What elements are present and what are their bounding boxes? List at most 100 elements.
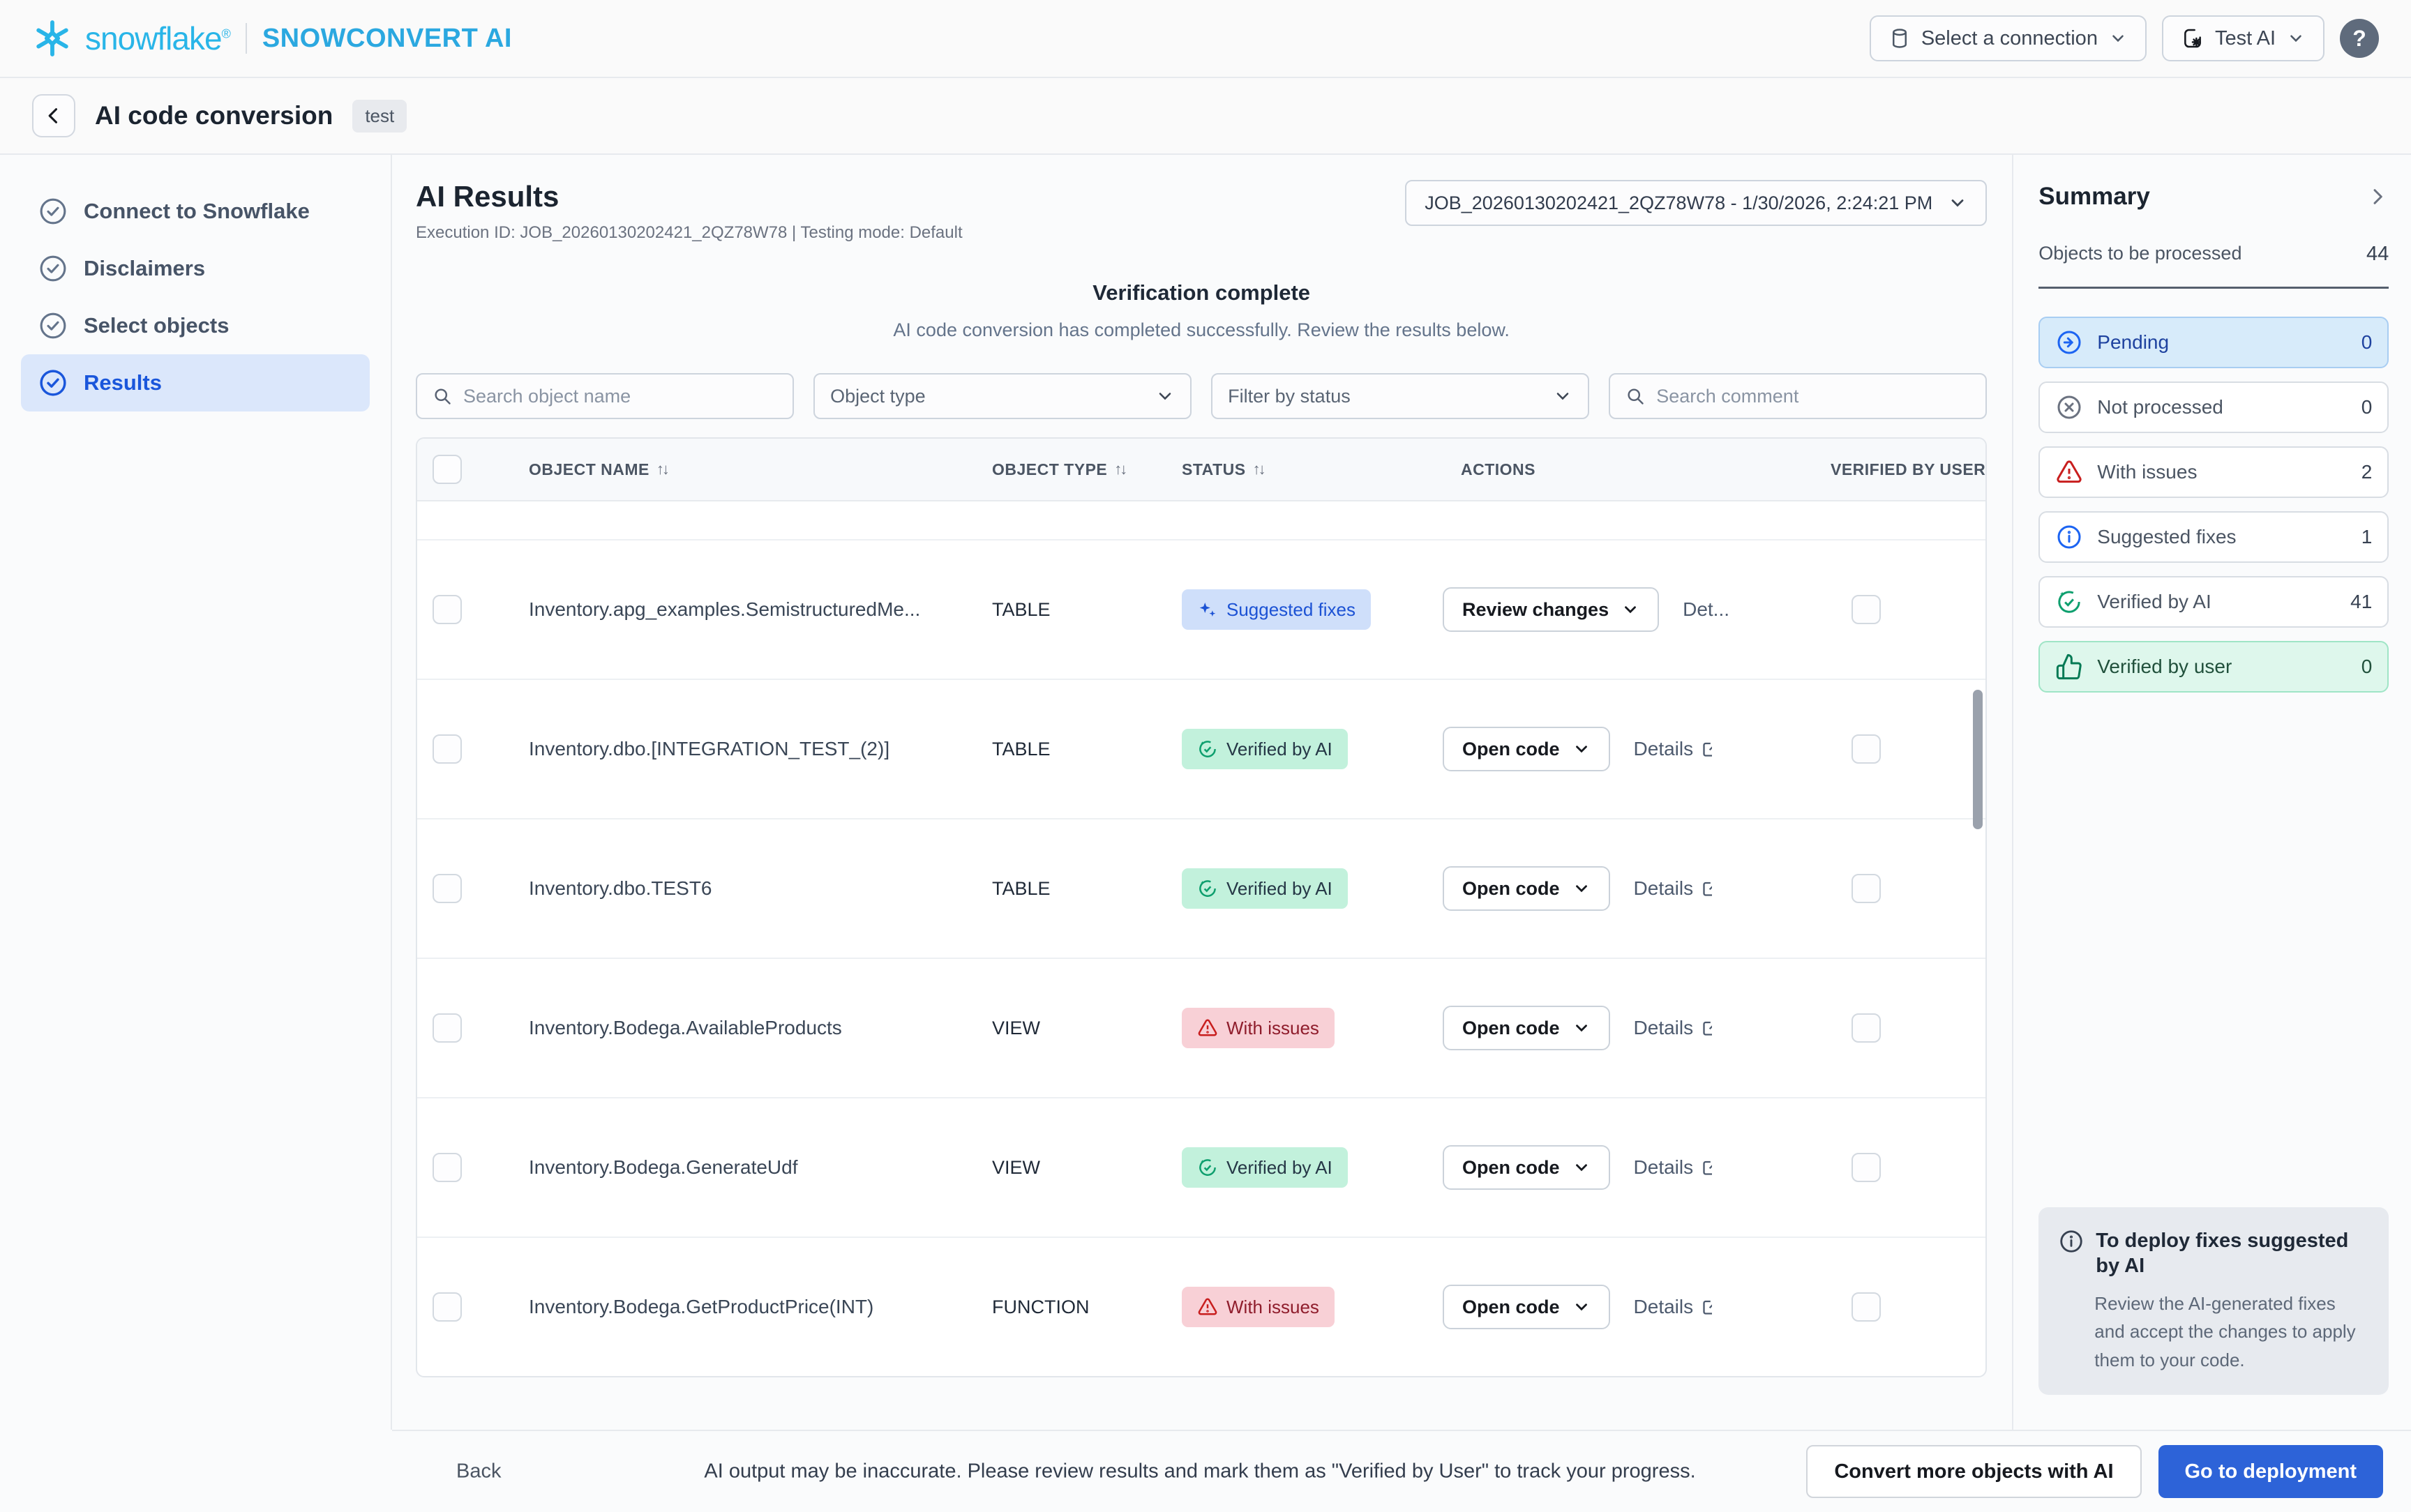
search-comment-input[interactable] xyxy=(1656,385,1971,407)
table-row: Inventory.Bodega.GenerateUdf VIEW Verifi… xyxy=(417,1098,1986,1238)
search-object-field[interactable] xyxy=(416,373,795,419)
table-header-row: OBJECT NAME ↑↓ OBJECT TYPE ↑↓ STATUS ↑↓ ACT… xyxy=(417,439,1986,501)
object-type: TABLE xyxy=(992,877,1051,899)
open-code-button[interactable]: Open code xyxy=(1443,727,1610,771)
row-checkbox[interactable] xyxy=(433,1013,462,1043)
info-box-body: Review the AI-generated fixes and accept… xyxy=(2094,1293,2356,1370)
sort-icon[interactable]: ↑↓ xyxy=(1114,460,1127,478)
sidebar-item-select-objects[interactable]: Select objects xyxy=(21,297,370,354)
details-link[interactable]: Det... xyxy=(1683,598,1730,620)
verified-check-icon xyxy=(2055,588,2083,616)
product-name: SNOWCONVERT AI xyxy=(262,23,512,53)
snowflake-logo-icon xyxy=(32,18,73,59)
sidebar-item-results[interactable]: Results xyxy=(21,354,370,411)
results-title: AI Results xyxy=(416,180,559,213)
column-header-object-type[interactable]: OBJECT TYPE ↑↓ xyxy=(992,460,1127,478)
select-connection-button[interactable]: Select a connection xyxy=(1869,15,2147,61)
app-header: snowflake® SNOWCONVERT AI Select a conne… xyxy=(0,0,2411,78)
row-checkbox[interactable] xyxy=(433,1153,462,1182)
page-title-bar: AI code conversion test xyxy=(0,78,2411,155)
summary-status-not-processed[interactable]: Not processed 0 xyxy=(2038,381,2389,433)
page-title: AI code conversion xyxy=(95,101,333,130)
verification-subheading: AI code conversion has completed success… xyxy=(893,319,1510,340)
object-name: Inventory.Bodega.AvailableProducts xyxy=(529,1017,842,1038)
search-object-input[interactable] xyxy=(463,385,778,407)
row-checkbox[interactable] xyxy=(433,734,462,764)
summary-status-suggested-fixes[interactable]: Suggested fixes 1 xyxy=(2038,511,2389,563)
verified-check-icon xyxy=(1197,739,1218,759)
chevron-down-icon xyxy=(1155,386,1175,406)
object-type: VIEW xyxy=(992,1156,1041,1178)
project-badge: test xyxy=(352,99,407,133)
column-header-object-name[interactable]: OBJECT NAME ↑↓ xyxy=(529,460,670,478)
test-ai-button[interactable]: Test AI xyxy=(2161,15,2324,61)
sidebar-item-connect[interactable]: Connect to Snowflake xyxy=(21,183,370,240)
verified-by-user-checkbox[interactable] xyxy=(1852,595,1881,624)
object-type: TABLE xyxy=(992,598,1051,620)
verified-by-user-checkbox[interactable] xyxy=(1852,1153,1881,1182)
row-checkbox[interactable] xyxy=(433,1292,462,1322)
status-badge: Verified by AI xyxy=(1182,1147,1348,1188)
sort-icon[interactable]: ↑↓ xyxy=(656,460,670,478)
column-header-verified-by-user: VERIFIED BY USER xyxy=(1831,460,1986,478)
row-checkbox[interactable] xyxy=(433,595,462,624)
go-to-deployment-button[interactable]: Go to deployment xyxy=(2158,1445,2383,1498)
verified-by-user-checkbox[interactable] xyxy=(1852,734,1881,764)
convert-more-objects-button[interactable]: Convert more objects with AI xyxy=(1806,1445,2142,1498)
object-type-dropdown[interactable]: Object type xyxy=(813,373,1192,419)
job-selector-dropdown[interactable]: JOB_20260130202421_2QZ78W78 - 1/30/2026,… xyxy=(1405,180,1988,226)
summary-status-verified-by-ai[interactable]: Verified by AI 41 xyxy=(2038,576,2389,628)
external-link-icon xyxy=(1702,1296,1713,1317)
sort-icon[interactable]: ↑↓ xyxy=(1252,460,1266,478)
verified-by-user-checkbox[interactable] xyxy=(1852,874,1881,903)
status-filter-dropdown[interactable]: Filter by status xyxy=(1211,373,1590,419)
object-name: Inventory.apg_examples.SemistructuredMe.… xyxy=(529,598,921,620)
status-badge: Suggested fixes xyxy=(1182,589,1372,630)
table-row: Inventory.dbo.TEST6 TABLE Verified by AI… xyxy=(417,819,1986,959)
back-button[interactable] xyxy=(32,94,75,137)
summary-status-verified-by-user[interactable]: Verified by user 0 xyxy=(2038,641,2389,693)
details-link[interactable]: Details xyxy=(1634,1156,1713,1179)
summary-status-pending[interactable]: Pending 0 xyxy=(2038,317,2389,368)
table-scrollbar[interactable] xyxy=(1973,690,1983,829)
info-box-title: To deploy fixes suggested by AI xyxy=(2096,1229,2349,1277)
chevron-left-icon xyxy=(44,106,63,126)
verified-by-user-checkbox[interactable] xyxy=(1852,1013,1881,1043)
column-header-actions: ACTIONS xyxy=(1461,460,1535,478)
details-link[interactable]: Details xyxy=(1634,738,1713,760)
footer-notice: AI output may be inaccurate. Please revi… xyxy=(704,1460,1696,1483)
verification-heading: Verification complete xyxy=(1092,280,1311,305)
open-code-button[interactable]: Open code xyxy=(1443,1006,1610,1050)
results-table: OBJECT NAME ↑↓ OBJECT TYPE ↑↓ STATUS ↑↓ ACT… xyxy=(416,437,1988,1377)
open-code-button[interactable]: Open code xyxy=(1443,866,1610,911)
chevron-right-icon[interactable] xyxy=(2366,186,2389,208)
row-checkbox[interactable] xyxy=(433,874,462,903)
chevron-down-icon xyxy=(2287,29,2305,47)
objects-to-process-row: Objects to be processed 44 xyxy=(2038,243,2389,265)
column-header-status[interactable]: STATUS ↑↓ xyxy=(1182,460,1266,478)
details-link[interactable]: Details xyxy=(1634,1296,1713,1318)
review-changes-button[interactable]: Review changes xyxy=(1443,587,1660,632)
open-code-button[interactable]: Open code xyxy=(1443,1145,1610,1190)
object-type: TABLE xyxy=(992,738,1051,759)
summary-divider xyxy=(2038,287,2389,289)
details-link[interactable]: Details xyxy=(1634,1017,1713,1039)
arrow-right-circle-icon xyxy=(2055,328,2083,356)
brand-wordmark: snowflake® xyxy=(85,20,231,56)
check-circle-icon xyxy=(38,368,68,398)
external-link-icon xyxy=(1702,1018,1713,1038)
details-link[interactable]: Details xyxy=(1634,877,1713,900)
open-code-button[interactable]: Open code xyxy=(1443,1285,1610,1329)
results-panel: AI Results Execution ID: JOB_20260130202… xyxy=(392,155,2012,1430)
select-all-checkbox[interactable] xyxy=(433,455,462,484)
check-circle-icon xyxy=(38,253,68,284)
status-badge: Verified by AI xyxy=(1182,729,1348,769)
search-comment-field[interactable] xyxy=(1609,373,1988,419)
summary-status-with-issues[interactable]: With issues 2 xyxy=(2038,446,2389,498)
back-link[interactable]: Back xyxy=(456,1460,502,1483)
help-icon[interactable]: ? xyxy=(2340,19,2379,58)
warning-triangle-icon xyxy=(2055,458,2083,486)
verified-by-user-checkbox[interactable] xyxy=(1852,1292,1881,1322)
sidebar-item-disclaimers[interactable]: Disclaimers xyxy=(21,240,370,297)
partially-scrolled-row xyxy=(417,501,1986,540)
